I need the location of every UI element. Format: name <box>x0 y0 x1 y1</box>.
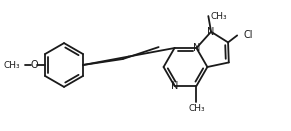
Text: O: O <box>30 60 38 70</box>
Text: N: N <box>193 43 200 53</box>
Text: CH₃: CH₃ <box>3 61 20 70</box>
Text: CH₃: CH₃ <box>188 104 205 113</box>
Text: Cl: Cl <box>243 30 253 40</box>
Text: N: N <box>171 81 178 91</box>
Text: N: N <box>207 27 215 37</box>
Text: CH₃: CH₃ <box>210 12 227 21</box>
